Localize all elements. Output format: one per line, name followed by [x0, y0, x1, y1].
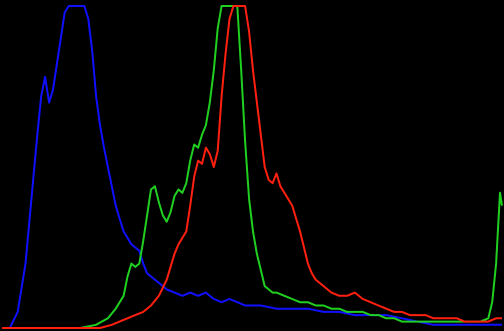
series-layer — [2, 5, 503, 329]
green-channel-line — [2, 5, 503, 329]
blue-channel-line — [2, 5, 502, 329]
red-channel-line — [2, 5, 502, 329]
